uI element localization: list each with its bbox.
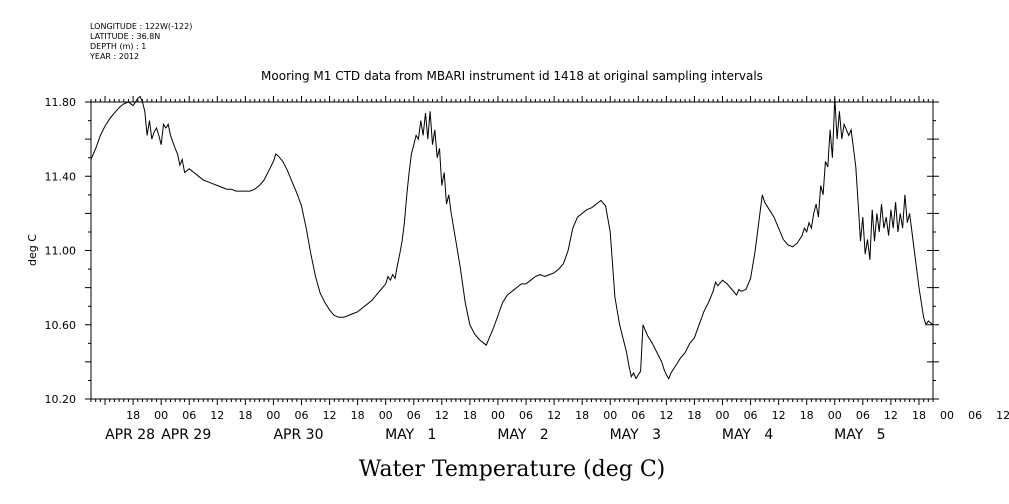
x-tick-label: 18 [912, 409, 926, 422]
x-tick-label: 06 [856, 409, 870, 422]
x-tick-label: 06 [182, 409, 196, 422]
x-tick-label: 18 [351, 409, 365, 422]
axis-ticks [85, 96, 939, 405]
x-tick-label: 18 [463, 409, 477, 422]
x-tick-label: 12 [323, 409, 337, 422]
year-label: YEAR : 2012 [90, 52, 140, 61]
depth-label: DEPTH (m) : 1 [90, 42, 147, 51]
x-tick-label: 00 [940, 409, 954, 422]
y-tick-label: 11.40 [45, 170, 77, 183]
x-tick-label: 12 [547, 409, 561, 422]
date-label: APR 28 [105, 427, 155, 443]
plot-border [90, 101, 934, 400]
x-tick-label: 12 [996, 409, 1009, 422]
date-label: APR 29 [161, 427, 211, 443]
latitude-label: LATITUDE : 36.8N [90, 32, 161, 41]
date-label: MAY 3 [610, 427, 661, 443]
mooring-metadata: LONGITUDE : 122W(-122) LATITUDE : 36.8N … [90, 22, 192, 62]
x-tick-label: 00 [828, 409, 842, 422]
date-label: APR 30 [273, 427, 323, 443]
x-tick-label: 18 [800, 409, 814, 422]
x-tick-label: 00 [154, 409, 168, 422]
x-tick-label: 12 [659, 409, 673, 422]
x-tick-label: 12 [210, 409, 224, 422]
date-label: MAY 2 [497, 427, 548, 443]
date-label: MAY 4 [722, 427, 773, 443]
x-tick-label: 00 [266, 409, 280, 422]
longitude-label: LONGITUDE : 122W(-122) [90, 22, 193, 31]
x-tick-label: 12 [435, 409, 449, 422]
x-tick-label: 18 [687, 409, 701, 422]
x-tick-label: 06 [631, 409, 645, 422]
x-tick-label: 06 [519, 409, 533, 422]
x-tick-label: 00 [716, 409, 730, 422]
y-tick-labels: 10.20 10.60 11.00 11.40 11.80 [45, 96, 77, 406]
x-tick-label: 06 [744, 409, 758, 422]
x-tick-label: 18 [575, 409, 589, 422]
date-label: MAY 1 [385, 427, 436, 443]
date-label: MAY 5 [834, 427, 885, 443]
x-tick-labels: 18 00 06 12 18 00 06 12 18 00 06 12 18 00 06 12 18 00 06 12… [126, 409, 1009, 422]
x-tick-label: 06 [968, 409, 982, 422]
x-tick-label: 06 [407, 409, 421, 422]
y-tick-label: 10.20 [45, 393, 77, 406]
chart-title: Mooring M1 CTD data from MBARI instrumen… [261, 69, 763, 83]
y-tick-label: 11.00 [45, 245, 77, 258]
x-tick-label: 18 [126, 409, 140, 422]
temperature-series-line [90, 95, 934, 380]
x-tick-label: 00 [603, 409, 617, 422]
x-tick-label: 18 [238, 409, 252, 422]
x-tick-label: 06 [295, 409, 309, 422]
y-tick-label: 11.80 [45, 96, 77, 109]
date-labels: APR 28 APR 29 APR 30 MAY 1 MAY 2 MAY 3 MAY 4 MA… [105, 427, 885, 443]
x-axis-title: Water Temperature (deg C) [359, 457, 666, 482]
x-tick-label: 00 [379, 409, 393, 422]
x-tick-label: 12 [772, 409, 786, 422]
x-tick-label: 00 [491, 409, 505, 422]
plot-frame [90, 101, 934, 400]
y-axis-label: deg C [26, 234, 39, 266]
tick-marks [85, 96, 939, 405]
y-tick-label: 10.60 [45, 319, 77, 332]
x-tick-label: 12 [884, 409, 898, 422]
